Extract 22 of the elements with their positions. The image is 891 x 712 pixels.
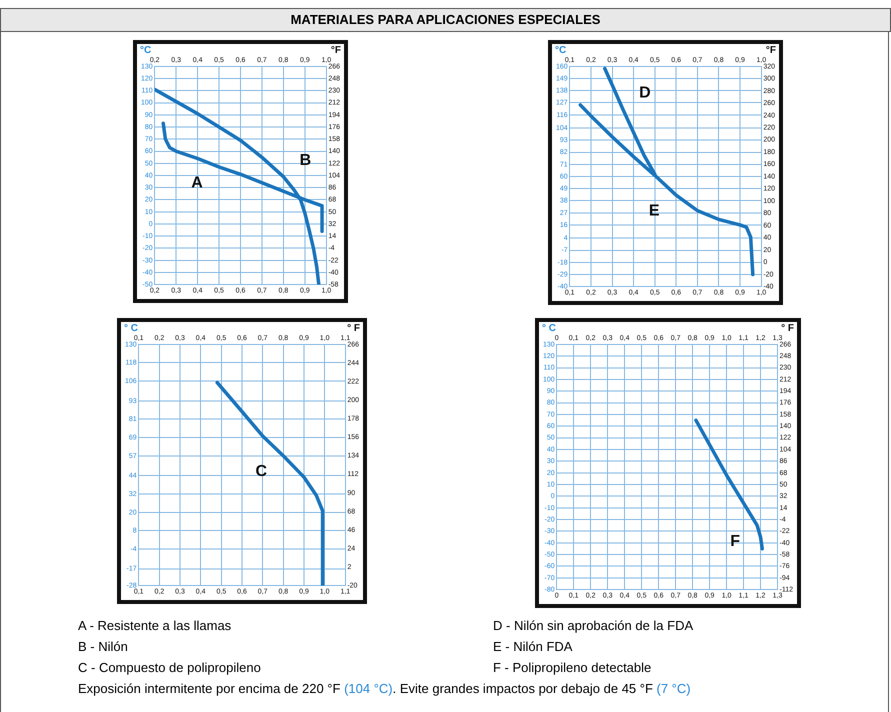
text: B - Nilón bbox=[78, 639, 128, 654]
text: F - Polipropileno detectable bbox=[493, 660, 652, 675]
y-axis-title: °C bbox=[140, 45, 152, 56]
y2-axis-title: °F bbox=[330, 45, 341, 56]
text: Exposición intermitente por encima de 220 °F (104 °C). Evite grandes impactos por debajo de 45 °F (7 °C) bbox=[78, 681, 691, 696]
series-label: E bbox=[648, 202, 660, 220]
y2-axis-title: ° F bbox=[781, 323, 794, 334]
y2-axis-title: ° F bbox=[347, 323, 360, 334]
y-axis-title: ° C bbox=[124, 323, 138, 334]
text: D - Nilón sin aprobación de la FDA bbox=[493, 618, 694, 633]
text: A - Resistente a las llamas bbox=[78, 618, 232, 633]
series-label: D bbox=[639, 84, 651, 102]
series-label: A bbox=[191, 174, 204, 192]
series-label: B bbox=[300, 152, 312, 170]
text: C - Compuesto de polipropileno bbox=[78, 660, 261, 675]
series-label: C bbox=[256, 463, 268, 480]
y2-axis-title: °F bbox=[766, 45, 776, 56]
text: MATERIALES PARA APLICACIONES ESPECIALES bbox=[0, 8, 891, 32]
text: E - Nilón FDA bbox=[493, 639, 572, 654]
series-label: F bbox=[730, 532, 740, 550]
y-axis-title: ° C bbox=[542, 323, 556, 334]
y-axis-title: °C bbox=[555, 45, 566, 56]
